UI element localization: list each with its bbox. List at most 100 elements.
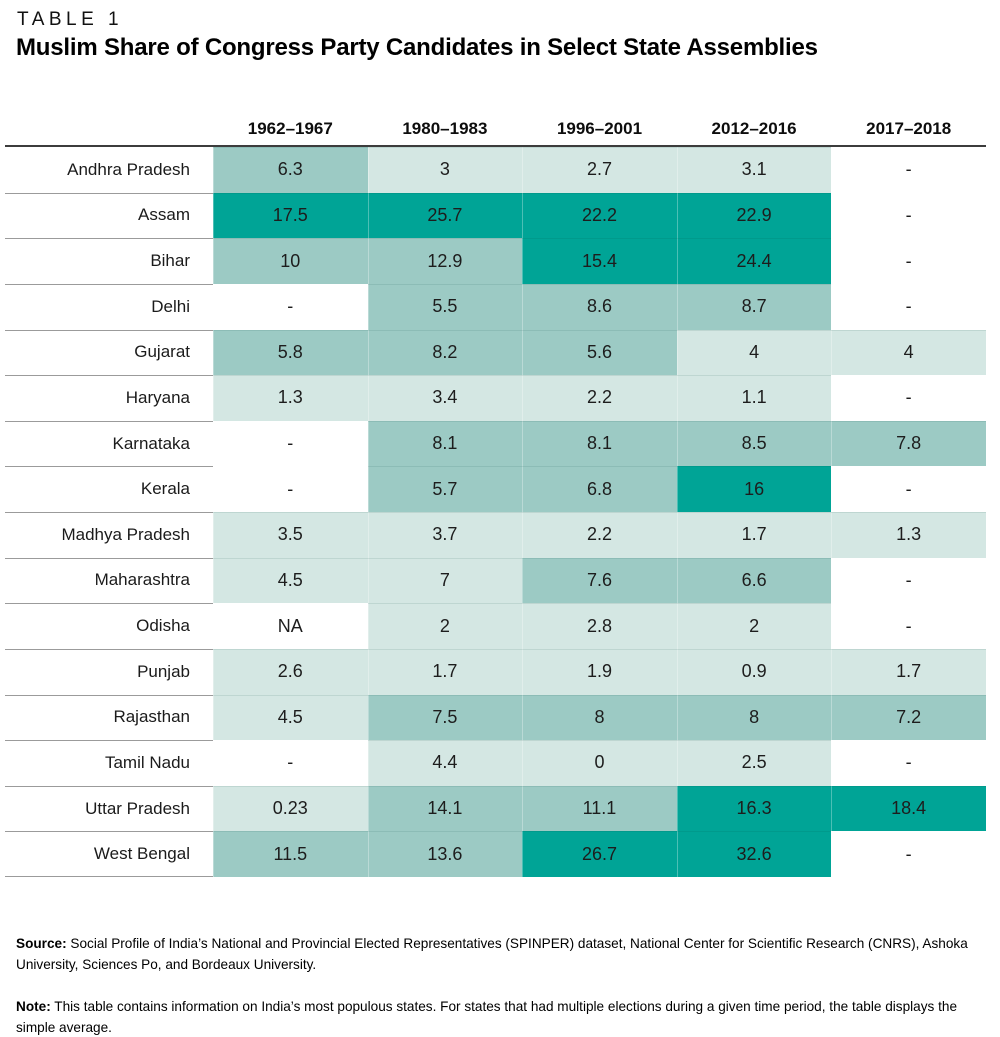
heatmap-cell: 2.2 [522, 375, 677, 421]
source-note: Source: Social Profile of India’s Nation… [16, 933, 980, 976]
heatmap-cell: 11.1 [522, 785, 677, 832]
heatmap-cell: - [213, 740, 368, 786]
heatmap-cell: 7 [367, 557, 523, 604]
heatmap-cell: 8.5 [676, 420, 832, 467]
heatmap-cell: 2 [676, 603, 832, 649]
heatmap-cell: 25.7 [367, 192, 523, 239]
heatmap-cell: 14.1 [367, 785, 523, 832]
heatmap-cell: 7.2 [831, 694, 986, 741]
heatmap-cell: 1.7 [367, 648, 523, 695]
heatmap-cell: NA [213, 603, 368, 649]
heatmap-cell: 1.7 [676, 512, 832, 558]
heatmap-cell: - [831, 557, 986, 604]
row-label: Kerala [140, 479, 190, 499]
table-body: Andhra Pradesh 6.3 3 2.7 3.1- Assam 17.5 25.7 22… [0, 147, 1000, 877]
heatmap-cell: 0.23 [213, 785, 368, 832]
source-note-label: Source: [16, 936, 67, 951]
heatmap-cell: - [831, 603, 986, 649]
heatmap-cell: 6.3 [213, 147, 368, 193]
heatmap-cell: 5.7 [367, 466, 523, 512]
heatmap-cell: - [831, 740, 986, 786]
heatmap-cell: 2.5 [676, 740, 832, 786]
row-label: Uttar Pradesh [85, 798, 190, 818]
table-row: Madhya Pradesh 3.5 3.7 2.2 1.7 1.3 [0, 512, 1000, 558]
heatmap-cell: 12.9 [367, 238, 523, 284]
table-kicker: TABLE 1 [17, 9, 124, 30]
heatmap-cell: 1.9 [522, 648, 677, 695]
heatmap-cell: - [213, 466, 368, 512]
table-row: Andhra Pradesh 6.3 3 2.7 3.1- [0, 147, 1000, 193]
heatmap-cell: 13.6 [367, 831, 523, 877]
heatmap-cell: 1.3 [213, 375, 368, 421]
heatmap-cell: 4.5 [213, 694, 368, 741]
row-label: Bihar [150, 251, 190, 271]
row-label: Rajasthan [113, 707, 190, 727]
row-label: Haryana [125, 387, 190, 407]
heatmap-cell: 8.1 [522, 420, 677, 467]
table-row: Kerala -5.7 6.8 16- [0, 466, 1000, 512]
heatmap-cell: 7.8 [831, 420, 986, 467]
heatmap-cell: 3.1 [676, 147, 832, 193]
heatmap-cell: 8.1 [367, 420, 523, 467]
heatmap-table: 1962–1967 1980–1983 1996–2001 2012–2016 2017… [0, 112, 1000, 878]
heatmap-cell: 7.6 [522, 557, 677, 604]
column-header: 1962–1967 [247, 118, 333, 138]
heatmap-cell: - [831, 238, 986, 284]
heatmap-cell: 5.5 [367, 283, 523, 330]
heatmap-cell: 15.4 [522, 238, 677, 284]
heatmap-cell: 22.9 [676, 192, 832, 239]
heatmap-cell: - [831, 375, 986, 421]
row-label: Maharashtra [94, 570, 190, 590]
heatmap-cell: 16 [676, 466, 832, 512]
table-row: Assam 17.5 25.7 22.2 22.9- [0, 192, 1000, 239]
heatmap-cell: 16.3 [676, 785, 832, 832]
heatmap-cell: 1.7 [831, 648, 986, 695]
heatmap-cell: - [831, 283, 986, 330]
heatmap-cell: - [831, 147, 986, 193]
column-header: 2017–2018 [866, 118, 952, 138]
heatmap-cell: 2.6 [213, 648, 368, 695]
heatmap-cell: 2.2 [522, 512, 677, 558]
row-label: Assam [138, 205, 190, 225]
methodology-note-label: Note: [16, 999, 51, 1014]
heatmap-cell: 8.2 [367, 329, 523, 376]
table-row: Gujarat 5.8 8.2 5.6 4 4 [0, 329, 1000, 376]
row-label: Odisha [136, 616, 190, 636]
heatmap-cell: 8.7 [676, 283, 832, 330]
column-header: 2012–2016 [711, 118, 797, 138]
heatmap-cell: 8.6 [522, 283, 677, 330]
heatmap-cell: - [213, 420, 368, 467]
heatmap-cell: 1.1 [676, 375, 832, 421]
heatmap-cell: 2 [367, 603, 523, 649]
table-title: Muslim Share of Congress Party Candidate… [16, 34, 818, 61]
table-row: Maharashtra 4.5 7 7.6 6.6- [0, 557, 1000, 604]
heatmap-cell: 26.7 [522, 831, 677, 877]
heatmap-cell: 5.6 [522, 329, 677, 376]
row-label: Punjab [137, 661, 190, 681]
table-row: Karnataka -8.1 8.1 8.5 7.8 [0, 420, 1000, 467]
heatmap-cell: 3.5 [213, 512, 368, 558]
row-label: Delhi [151, 296, 190, 316]
header-rule [5, 145, 986, 147]
heatmap-cell: 17.5 [213, 192, 368, 239]
heatmap-cell: - [213, 283, 368, 330]
heatmap-cell: 6.8 [522, 466, 677, 512]
heatmap-cell: 6.6 [676, 557, 832, 604]
row-label: Tamil Nadu [104, 752, 190, 772]
methodology-note: Note: This table contains information on… [16, 996, 980, 1037]
heatmap-cell: - [831, 466, 986, 512]
heatmap-cell: 22.2 [522, 192, 677, 239]
table-row: Uttar Pradesh 0.23 14.1 11.1 16.3 18.4 [0, 785, 1000, 832]
heatmap-cell: 4 [831, 329, 986, 376]
heatmap-cell: - [831, 192, 986, 239]
table-row: Bihar 10 12.9 15.4 24.4- [0, 238, 1000, 284]
column-header: 1980–1983 [402, 118, 488, 138]
table-row: Punjab 2.6 1.7 1.9 0.9 1.7 [0, 648, 1000, 695]
heatmap-cell: 4.5 [213, 557, 368, 604]
row-label: Andhra Pradesh [67, 159, 190, 179]
table-row: Odisha NA 2 2.8 2- [0, 603, 1000, 649]
heatmap-cell: 3.7 [367, 512, 523, 558]
heatmap-cell: 4 [676, 329, 832, 376]
source-note-text: Social Profile of India’s National and P… [16, 936, 968, 973]
heatmap-cell: 8 [522, 694, 677, 741]
